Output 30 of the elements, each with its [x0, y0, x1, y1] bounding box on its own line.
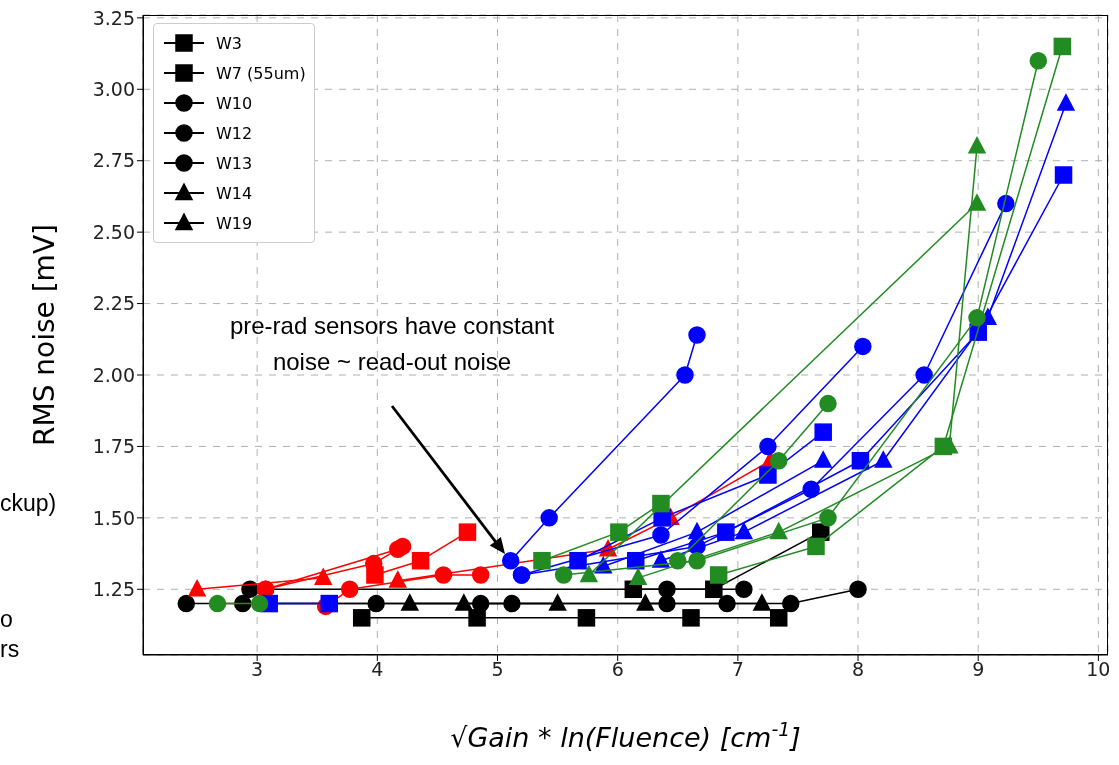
legend-label: W12: [216, 123, 253, 143]
y-tick-label: 2.50: [92, 220, 135, 243]
text: rs: [0, 636, 20, 663]
legend-label: W14: [216, 183, 253, 203]
annotation: pre-rad sensors have constant noise ~ read-out noise: [229, 312, 555, 375]
x-tick-label: 9: [972, 658, 985, 681]
legend-label: W19: [216, 213, 253, 233]
legend-label: W13: [216, 153, 253, 173]
x-tick-label: 7: [731, 658, 744, 681]
legend-label: W3: [216, 33, 242, 53]
text: ckup): [0, 490, 57, 517]
x-tick-label: 8: [851, 658, 865, 681]
y-tick-label: 2.75: [92, 149, 135, 172]
y-tick-label: 1.50: [92, 506, 135, 529]
x-tick-label: 4: [371, 658, 384, 681]
y-tick-label: 3.00: [92, 78, 135, 101]
y-tick-label: 2.00: [92, 363, 135, 386]
legend-label: W7 (55um): [216, 63, 306, 83]
y-tick-label: 1.25: [92, 578, 135, 601]
x-tick-label: 10: [1086, 658, 1111, 681]
y-tick-label: 3.25: [92, 6, 135, 29]
text: o: [0, 606, 13, 633]
x-tick-label: 5: [491, 658, 504, 681]
y-tick-label: 2.25: [92, 292, 135, 315]
x-tick-label: 3: [251, 658, 264, 681]
legend-label: W10: [216, 93, 253, 113]
y-tick-label: 1.75: [92, 435, 135, 458]
x-axis-title: √Gain * ln(Fluence) [cm$^{-1}$]: [450, 718, 801, 753]
x-tick-label: 6: [611, 658, 624, 681]
y-axis-title: RMS noise [mV]: [27, 224, 61, 446]
